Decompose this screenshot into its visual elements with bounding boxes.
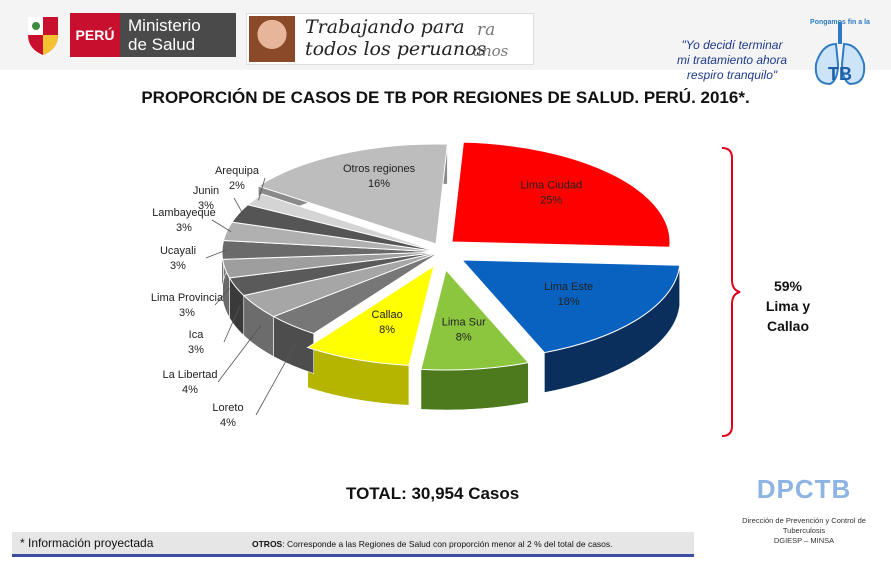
pie-label: Lima Este <box>544 281 593 293</box>
pie-value-label: 3% <box>170 260 186 272</box>
chart-title: PROPORCIÓN DE CASOS DE TB POR REGIONES D… <box>141 88 750 107</box>
pie-label: Junin <box>193 185 219 197</box>
pie-label: Otros regiones <box>343 163 416 175</box>
pie-leader-line <box>255 343 296 416</box>
dpctb-name: DPCTB <box>756 474 852 504</box>
pie-tops <box>221 141 681 371</box>
footer-otros-label: OTROS <box>252 539 283 549</box>
header-bar: PERÚ Ministerio de Salud Trabajando para… <box>0 0 891 82</box>
pie-value-label: 25% <box>540 195 562 207</box>
dpctb-logo: DPCTB Dirección de Prevención y Control … <box>722 470 886 552</box>
pie-label: Ica <box>189 329 205 341</box>
dpctb-line2: Tuberculosis <box>782 526 826 535</box>
peru-label: PERÚ <box>75 27 115 43</box>
pie-slice <box>257 143 448 245</box>
pie-value-label: 3% <box>176 222 192 234</box>
pie-label: La Libertad <box>162 369 217 381</box>
pie-leader-line <box>211 219 232 232</box>
pie-labels: Lima Ciudad 25% Lima Este 18% Lima Sur 8% Call… <box>151 163 593 429</box>
pie-slice <box>420 268 530 371</box>
banner-ghost2: anos <box>473 42 509 60</box>
pie-label: Lima Ciudad <box>520 180 582 192</box>
banner-line1: Trabajando para <box>305 16 465 38</box>
pie-leader-line <box>205 249 227 259</box>
pie-label: Lambayeque <box>152 207 216 219</box>
pie-value-label: 3% <box>198 200 214 212</box>
quote-line3: respiro tranquilo" <box>686 68 778 82</box>
ministry-logo: Ministerio de Salud <box>120 13 236 57</box>
total-cases: TOTAL: 30,954 Casos <box>346 484 520 503</box>
footer-line <box>12 554 694 557</box>
pie-value-label: 8% <box>379 324 395 336</box>
quote-line1: "Yo decidí terminar <box>681 38 783 52</box>
dpctb-line1: Dirección de Prevención y Control de <box>742 516 866 525</box>
pie-slice <box>246 193 441 253</box>
campaign-quote: "Yo decidí terminar mi tratamiento ahora… <box>658 38 806 83</box>
pie-label: Lima Sur <box>442 316 486 328</box>
pie-label: Loreto <box>212 402 243 414</box>
pie-label: Callao <box>372 309 403 321</box>
brace-label: 59% Lima y Callao <box>746 276 830 336</box>
pie-label: Arequipa <box>215 165 260 177</box>
footer-otros-text: : Corresponde a las Regiones de Salud co… <box>282 539 613 549</box>
brace-percent: 59% <box>773 278 803 294</box>
dpctb-line3: DGIESP – MINSA <box>773 536 835 545</box>
coat-of-arms-icon <box>28 17 58 55</box>
pie-value-label: 18% <box>558 296 580 308</box>
pie-leader-line <box>214 288 230 306</box>
tb-logo-caption: Pongamos fin a la <box>810 19 870 26</box>
dpctb-description: Dirección de Prevención y Control de Tub… <box>722 516 886 546</box>
pie-leader-line <box>258 177 266 201</box>
pie-value-label: 4% <box>182 384 198 396</box>
banner-line2: todos los peruanos <box>305 38 487 60</box>
pie-value-label: 2% <box>229 180 245 192</box>
banner-ghost1: ra <box>477 20 496 40</box>
footer-otros-note: OTROS: Corresponde a las Regiones de Sal… <box>252 539 613 549</box>
peru-logo: PERÚ <box>70 13 120 57</box>
tb-logo-letters: TB <box>828 64 852 84</box>
footer-note: * Información proyectada <box>20 536 154 550</box>
ministry-line2: de Salud <box>128 35 196 54</box>
quote-line2: mi tratamiento ahora <box>676 53 788 67</box>
footer-bar <box>12 532 694 554</box>
pie-value-label: 8% <box>456 331 472 343</box>
pie-value-label: 16% <box>368 178 390 190</box>
pie-slice <box>460 259 681 354</box>
pie-label: Ucayali <box>160 245 196 257</box>
ministry-line1: Ministerio <box>128 16 201 35</box>
pie-leader-line <box>233 197 244 215</box>
pie-value-label: 3% <box>179 307 195 319</box>
pie-slice <box>451 141 671 248</box>
person-photo <box>249 16 295 62</box>
pie-leader-line <box>223 305 241 343</box>
tb-campaign-logo: Pongamos fin a la TB <box>810 19 870 86</box>
pie-value-label: 4% <box>220 417 236 429</box>
pie-value-label: 3% <box>188 344 204 356</box>
campaign-banner: Trabajando para todos los peruanos ra an… <box>246 13 534 65</box>
pie-label: Lima Provincia <box>151 292 224 304</box>
brace-caption: Lima y Callao <box>765 298 811 334</box>
pie-slice <box>306 264 435 366</box>
pie-leader-line <box>217 325 262 383</box>
